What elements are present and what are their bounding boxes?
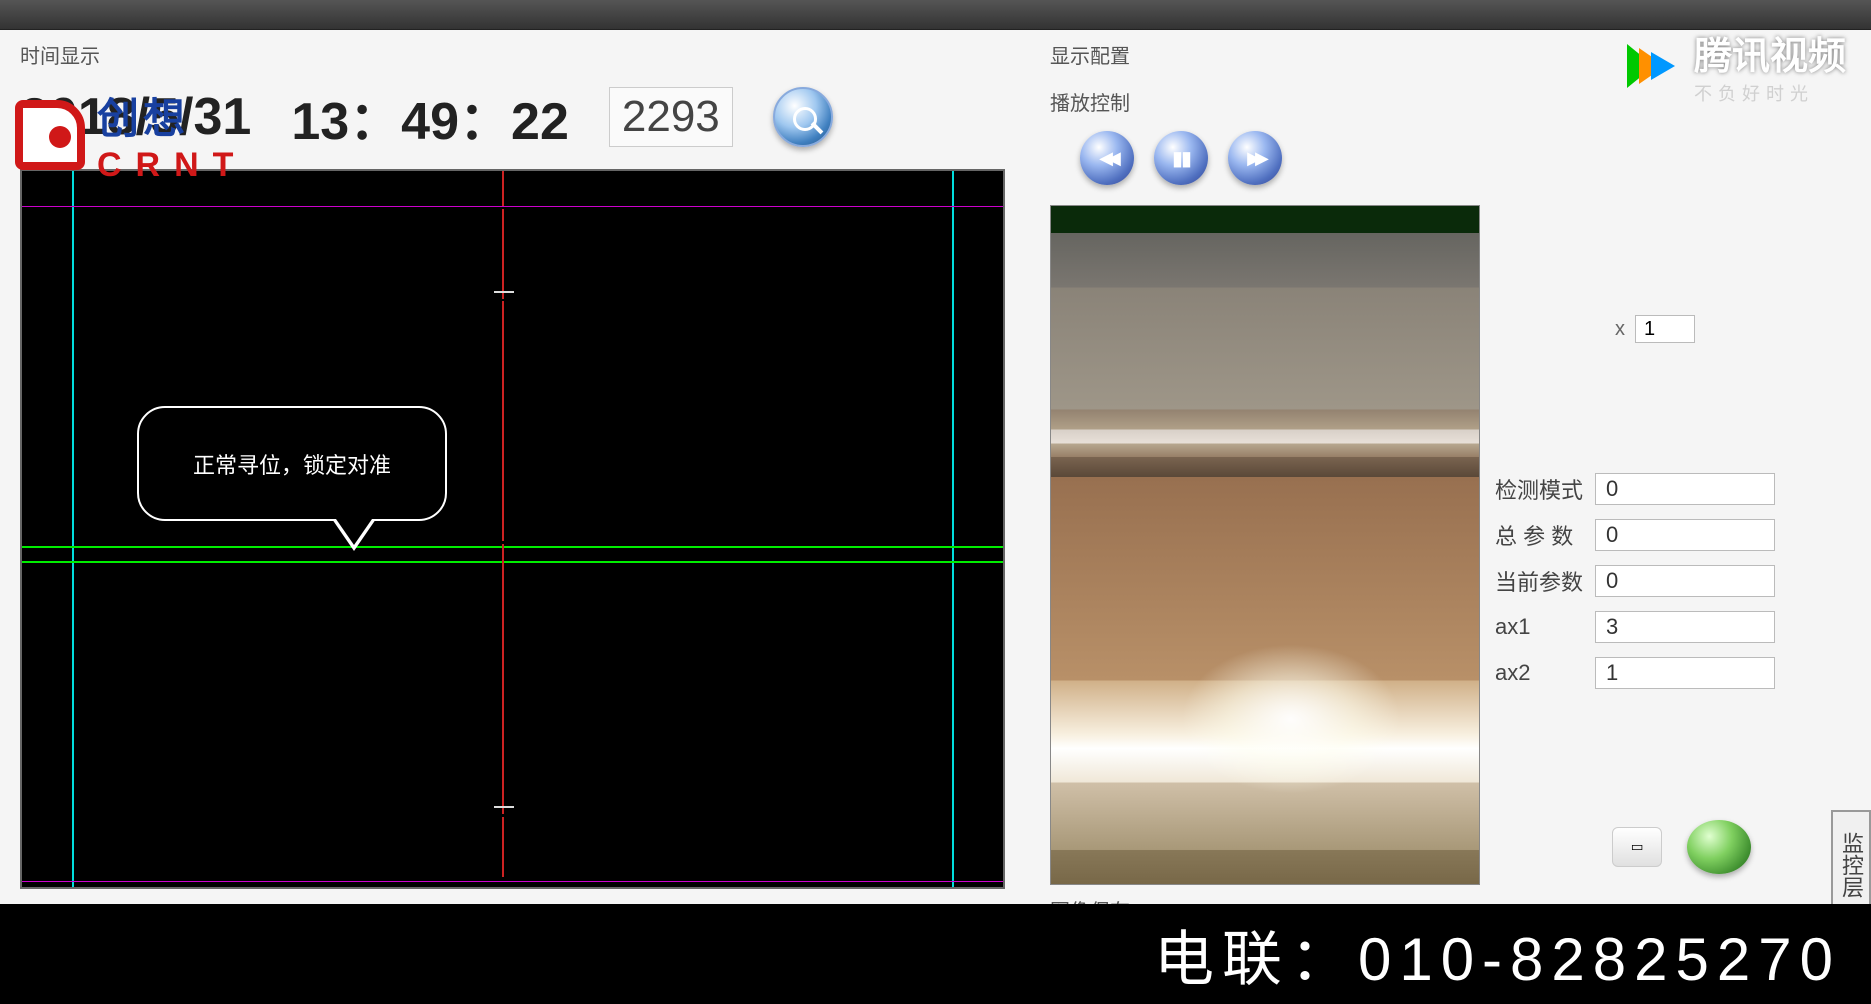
x-input[interactable] [1635,315,1695,343]
playback-controls [1080,131,1851,185]
camera-view [1050,205,1480,885]
scope-hline-magenta-bottom [22,881,1003,882]
param-label: 检测模式 [1495,473,1595,505]
camera-and-params: x 检测模式 总 参 数 当前参数 ax1 [1050,205,1851,885]
pause-button[interactable] [1154,131,1208,185]
camera-glare [1181,644,1401,794]
time-text: 13：49：22 [291,79,569,154]
window-button[interactable]: ▭ [1612,827,1662,867]
crnt-logo-en: CRNT [97,146,247,185]
scope-vline-red-center [502,171,504,887]
x-label: x [1615,318,1625,341]
title-bar [0,0,1871,30]
crnt-logo-text: 创想 CRNT [97,85,247,185]
param-row-total: 总 参 数 [1495,519,1775,551]
rewind-button[interactable] [1080,131,1134,185]
green-action-button[interactable] [1687,820,1751,874]
param-label: ax2 [1495,660,1595,686]
scope-view: 正常寻位，锁定对准 [20,169,1005,889]
contact-bar: 电联：010-82825270 [0,904,1871,1004]
x-field: x [1615,315,1775,343]
forward-button[interactable] [1228,131,1282,185]
scope-vline-cyan-left [72,171,74,887]
param-label: ax1 [1495,614,1595,640]
param-input-detect-mode[interactable] [1595,473,1775,505]
param-row-detect-mode: 检测模式 [1495,473,1775,505]
param-label: 当前参数 [1495,565,1595,597]
tencent-video-watermark: 腾讯视频 不负好时光 [1619,25,1846,106]
param-row-ax2: ax2 [1495,657,1775,689]
app-body: 时间显示 2018/5/31 13：49：22 2293 [0,30,1871,904]
scope-annotation-tail [332,519,376,551]
tencent-name: 腾讯视频 [1694,25,1846,80]
param-row-current: 当前参数 [1495,565,1775,597]
time-milliseconds: 2293 [609,87,733,147]
scope-hline-green-upper [22,546,1003,548]
time-display-label: 时间显示 [20,40,1010,69]
param-input-current[interactable] [1595,565,1775,597]
param-label: 总 参 数 [1495,519,1595,551]
scope-tick-bottom [494,806,514,808]
scope-annotation-bubble: 正常寻位，锁定对准 [137,406,447,521]
bottom-action-buttons: ▭ [1612,820,1751,874]
crnt-logo-cn: 创想 [97,85,247,146]
tencent-play-icon [1619,36,1679,96]
param-row-ax1: ax1 [1495,611,1775,643]
parameter-panel: x 检测模式 总 参 数 当前参数 ax1 [1495,315,1775,703]
magnify-icon[interactable] [773,87,833,147]
param-input-ax2[interactable] [1595,657,1775,689]
param-input-total[interactable] [1595,519,1775,551]
scope-vline-cyan-right [952,171,954,887]
crnt-logo: 创想 CRNT [15,85,247,185]
scope-hline-green-lower [22,561,1003,563]
right-panel: 显示配置 播放控制 x 检测模式 总 参 数 [1030,30,1871,904]
tencent-slogan: 不负好时光 [1694,80,1846,106]
scope-tick-top [494,291,514,293]
scope-annotation-text: 正常寻位，锁定对准 [193,448,391,480]
tencent-text: 腾讯视频 不负好时光 [1694,25,1846,106]
contact-phone: 电联：010-82825270 [1154,911,1841,998]
crnt-logo-icon [15,100,85,170]
param-input-ax1[interactable] [1595,611,1775,643]
scope-hline-magenta-top [22,206,1003,207]
